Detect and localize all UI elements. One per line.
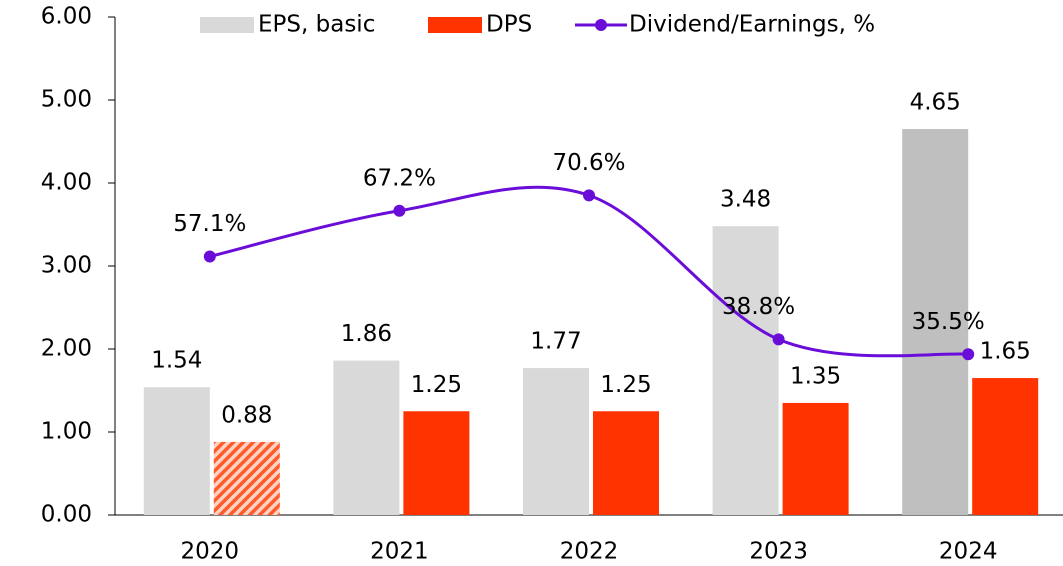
bar-value-label: 1.35 [790, 363, 841, 389]
y-tick-label: 1.00 [41, 419, 92, 445]
y-tick-label: 4.00 [41, 170, 92, 196]
y-tick-label: 2.00 [41, 336, 92, 362]
line-value-label: 38.8% [722, 294, 795, 320]
bar-value-label: 1.25 [411, 372, 462, 398]
bar-value-label: 4.65 [910, 90, 961, 116]
x-tick-label: 2021 [370, 539, 429, 565]
legend-marker [595, 19, 607, 31]
bar [972, 378, 1039, 515]
line-value-label: 70.6% [552, 150, 625, 176]
x-tick-label: 2022 [560, 539, 619, 565]
bar-value-label: 0.88 [221, 402, 272, 428]
bar [523, 368, 589, 515]
bar [143, 387, 210, 515]
line-marker [203, 250, 216, 263]
bar-value-label: 1.86 [341, 321, 392, 347]
x-tick-label: 2020 [181, 539, 240, 565]
bar-value-label: 3.48 [720, 187, 771, 213]
y-tick-label: 0.00 [41, 502, 92, 528]
bar [782, 402, 849, 515]
x-tick-label: 2023 [749, 539, 808, 565]
bar [213, 441, 280, 515]
bar-value-label: 1.65 [980, 339, 1031, 365]
line-marker [772, 333, 785, 346]
legend-swatch [428, 17, 482, 33]
legend-label: Dividend/Earnings, % [629, 12, 875, 38]
line-marker [393, 204, 406, 217]
bar [593, 411, 659, 515]
legend-swatch [200, 17, 254, 33]
x-tick-label: 2024 [939, 539, 998, 565]
legend-label: EPS, basic [258, 12, 375, 38]
line-value-label: 57.1% [173, 211, 246, 237]
bar [403, 411, 470, 515]
line-value-label: 67.2% [363, 165, 436, 191]
bar [333, 360, 400, 515]
line-marker [962, 348, 975, 361]
bar [712, 226, 779, 515]
y-tick-label: 5.00 [41, 87, 92, 113]
y-tick-label: 3.00 [41, 253, 92, 279]
bar-value-label: 1.77 [530, 329, 581, 355]
bar-value-label: 1.25 [600, 372, 651, 398]
bar [902, 129, 969, 516]
line-marker [583, 189, 595, 202]
bar-value-label: 1.54 [151, 348, 202, 374]
line-value-label: 35.5% [912, 309, 985, 335]
y-tick-label: 6.00 [41, 4, 92, 30]
legend-label: DPS [486, 12, 532, 38]
line [209, 185, 969, 358]
